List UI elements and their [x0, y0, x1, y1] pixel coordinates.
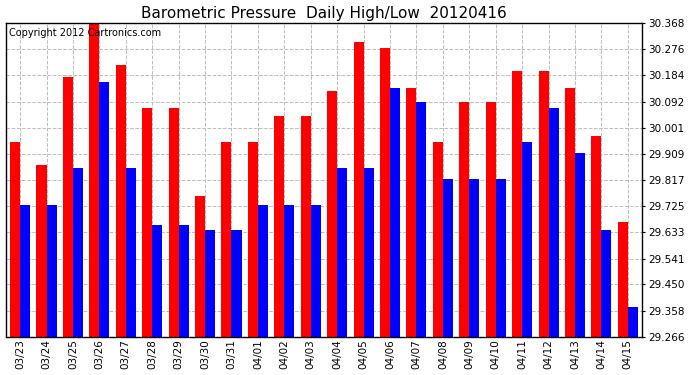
Bar — [522, 142, 532, 337]
Bar — [301, 117, 310, 337]
Bar — [486, 102, 495, 337]
Bar — [460, 102, 469, 337]
Bar — [353, 42, 364, 337]
Bar — [433, 142, 443, 337]
Bar — [618, 222, 628, 337]
Bar — [142, 108, 152, 337]
Bar — [116, 65, 126, 337]
Bar — [538, 71, 549, 337]
Bar — [575, 153, 585, 337]
Bar — [417, 102, 426, 337]
Bar — [89, 8, 99, 337]
Text: Copyright 2012 Cartronics.com: Copyright 2012 Cartronics.com — [9, 28, 161, 38]
Bar — [495, 179, 506, 337]
Bar — [195, 196, 205, 337]
Bar — [364, 168, 374, 337]
Bar — [231, 230, 241, 337]
Bar — [512, 71, 522, 337]
Bar — [443, 179, 453, 337]
Bar — [168, 108, 179, 337]
Bar — [73, 168, 83, 337]
Bar — [46, 205, 57, 337]
Bar — [380, 48, 390, 337]
Bar — [221, 142, 231, 337]
Bar — [248, 142, 258, 337]
Bar — [337, 168, 347, 337]
Bar — [327, 91, 337, 337]
Bar — [565, 88, 575, 337]
Bar — [310, 205, 321, 337]
Bar — [628, 307, 638, 337]
Title: Barometric Pressure  Daily High/Low  20120416: Barometric Pressure Daily High/Low 20120… — [141, 6, 507, 21]
Bar — [20, 205, 30, 337]
Bar — [179, 225, 188, 337]
Bar — [549, 108, 559, 337]
Bar — [469, 179, 480, 337]
Bar — [390, 88, 400, 337]
Bar — [275, 117, 284, 337]
Bar — [126, 168, 136, 337]
Bar — [152, 225, 162, 337]
Bar — [37, 165, 46, 337]
Bar — [406, 88, 417, 337]
Bar — [205, 230, 215, 337]
Bar — [602, 230, 611, 337]
Bar — [10, 142, 20, 337]
Bar — [258, 205, 268, 337]
Bar — [591, 136, 602, 337]
Bar — [63, 76, 73, 337]
Bar — [284, 205, 295, 337]
Bar — [99, 82, 110, 337]
